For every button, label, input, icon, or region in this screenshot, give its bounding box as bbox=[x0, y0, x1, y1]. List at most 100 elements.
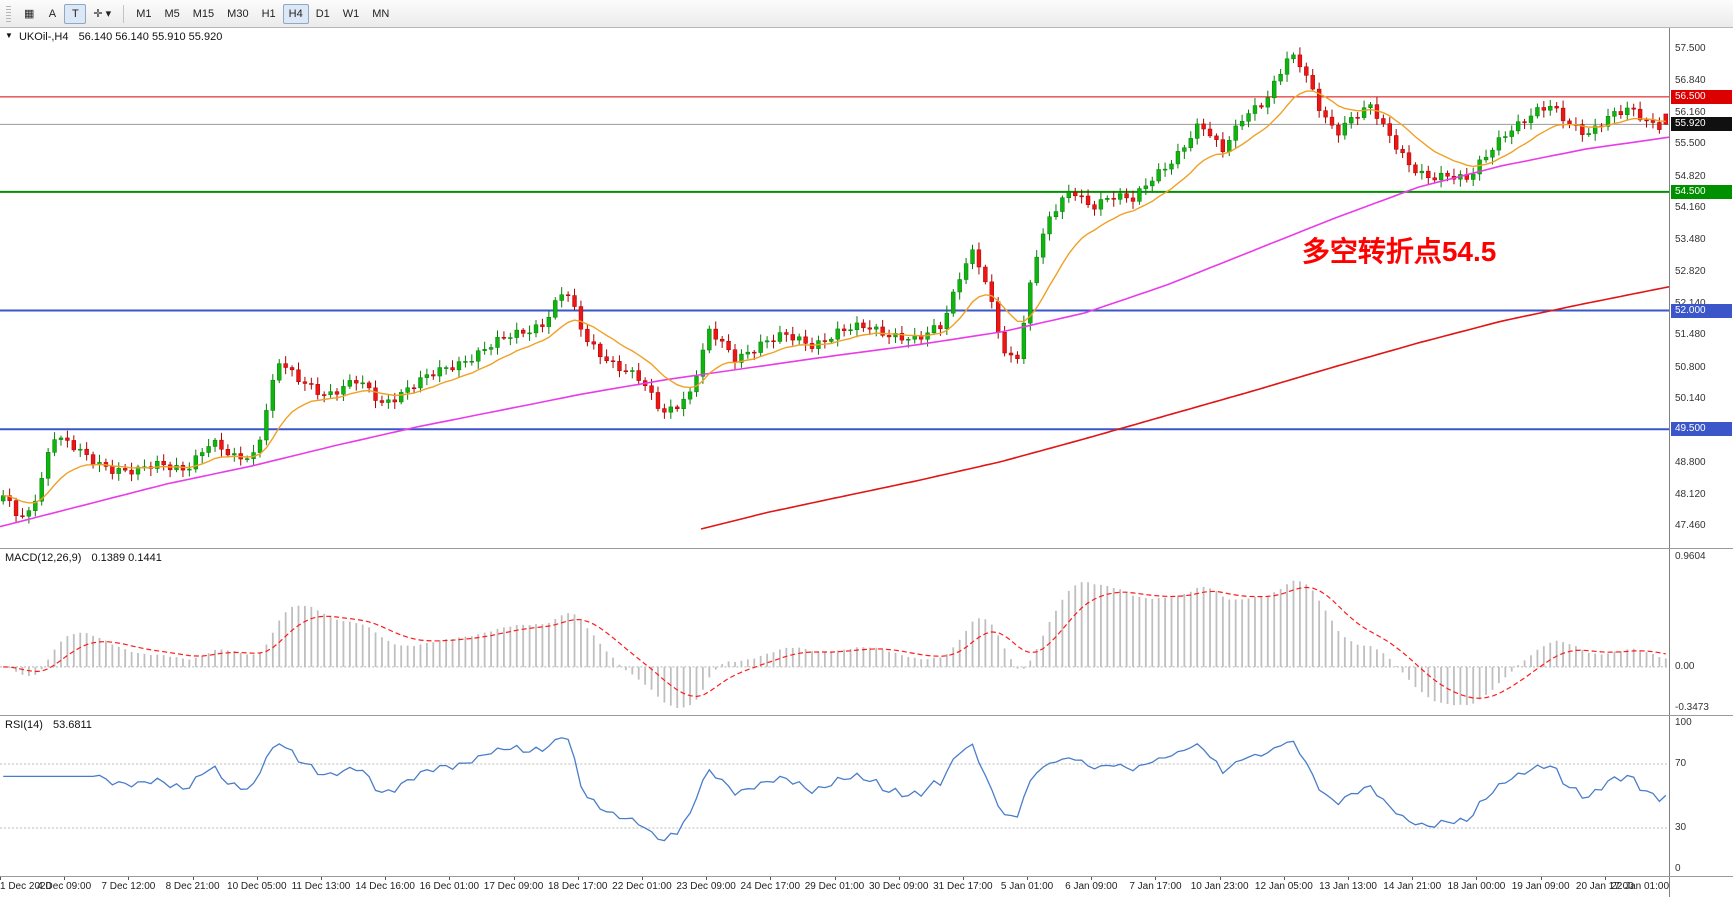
time-axis-tick bbox=[385, 877, 387, 880]
time-axis-tick bbox=[834, 877, 836, 880]
timeframe-m30-button[interactable]: M30 bbox=[227, 7, 249, 20]
time-axis-corner bbox=[1670, 877, 1733, 897]
toolbar-tools-group: ▦ A T ✛ ▾ bbox=[18, 3, 117, 24]
time-axis-label: 30 Dec 09:00 bbox=[868, 881, 929, 892]
rsi-canvas[interactable] bbox=[0, 716, 1669, 876]
candlestick-canvas[interactable] bbox=[0, 28, 1669, 548]
timeframe-w1-button[interactable]: W1 bbox=[342, 7, 360, 20]
rsi-panel[interactable]: RSI(14) 53.6811 bbox=[0, 716, 1670, 876]
macd-canvas[interactable] bbox=[0, 549, 1669, 715]
timeframe-h4-button[interactable]: H4 bbox=[282, 3, 309, 24]
time-axis-label: 24 Dec 17:00 bbox=[740, 881, 801, 892]
toolbar-grip-icon[interactable] bbox=[6, 5, 11, 22]
time-axis-label: 19 Jan 09:00 bbox=[1511, 881, 1570, 892]
level-price-badge: 49.500 bbox=[1671, 422, 1732, 437]
macd-axis-label: 0.9604 bbox=[1675, 551, 1706, 562]
time-axis-tick bbox=[0, 877, 1, 880]
price-axis-label: 47.460 bbox=[1675, 520, 1706, 532]
time-axis-label: 5 Jan 01:00 bbox=[1000, 881, 1054, 892]
time-axis-label: 8 Dec 21:00 bbox=[165, 881, 220, 892]
time-axis-label: 31 Dec 17:00 bbox=[933, 881, 993, 892]
timeframe-mn-button[interactable]: MN bbox=[372, 7, 390, 20]
time-axis-tick bbox=[641, 877, 643, 880]
time-axis-row: 1 Dec 2020 4 Dec 09:00 7 Dec 12:00 8 Dec 21… bbox=[0, 877, 1733, 897]
macd-axis-label: 0.00 bbox=[1675, 660, 1695, 672]
text-tool-button[interactable]: T bbox=[64, 3, 87, 24]
rsi-axis-label: 100 bbox=[1675, 717, 1692, 728]
timeframe-m5-button[interactable]: M5 bbox=[164, 7, 180, 20]
macd-values: 0.1389 0.1441 bbox=[91, 552, 162, 564]
rsi-axis-label: 70 bbox=[1675, 758, 1687, 769]
time-axis-tick bbox=[962, 877, 964, 880]
toolbar: ▦ A T ✛ ▾ M1 M5 M15 M30 H1 H4 D1 W1 MN bbox=[0, 0, 1733, 28]
time-axis-label: 12 Jan 05:00 bbox=[1254, 881, 1313, 892]
time-axis[interactable]: 1 Dec 2020 4 Dec 09:00 7 Dec 12:00 8 Dec 21… bbox=[0, 877, 1670, 897]
price-axis-label: 54.160 bbox=[1675, 201, 1706, 213]
timeframe-d1-button[interactable]: D1 bbox=[315, 7, 330, 20]
crosshair-button[interactable]: ✛ ▾ bbox=[93, 8, 112, 20]
price-axis-label: 52.820 bbox=[1675, 265, 1706, 277]
time-axis-tick bbox=[1155, 877, 1157, 880]
rsi-axis-label: 30 bbox=[1675, 822, 1687, 833]
chart-header: ▼ UKOil-,H4 56.140 56.140 55.910 55.920 bbox=[5, 31, 222, 43]
chart-window: ▼ UKOil-,H4 56.140 56.140 55.910 55.920 … bbox=[0, 28, 1733, 897]
time-axis-tick bbox=[64, 877, 66, 880]
time-axis-tick bbox=[1091, 877, 1093, 880]
macd-axis-label: -0.3473 bbox=[1675, 702, 1709, 713]
time-axis-tick bbox=[128, 877, 130, 880]
rsi-value: 53.6811 bbox=[52, 719, 92, 731]
main-chart-plot[interactable]: ▼ UKOil-,H4 56.140 56.140 55.910 55.920 … bbox=[0, 28, 1670, 548]
price-axis-label: 55.500 bbox=[1675, 138, 1706, 150]
price-axis-label: 51.480 bbox=[1675, 329, 1706, 341]
time-axis-tick bbox=[706, 877, 708, 880]
symbol-marker-icon: ▼ bbox=[5, 31, 13, 40]
timeframe-m15-button[interactable]: M15 bbox=[192, 7, 215, 20]
timeframe-h1-button[interactable]: H1 bbox=[261, 7, 276, 20]
level-price-badge: 56.500 bbox=[1671, 89, 1732, 104]
time-axis-label: 22 Jan 01:00 bbox=[1611, 881, 1669, 892]
time-axis-label: 6 Jan 09:00 bbox=[1065, 881, 1118, 892]
level-price-badge: 54.500 bbox=[1671, 184, 1732, 199]
toolbar-separator bbox=[123, 4, 125, 23]
time-axis-label: 23 Dec 09:00 bbox=[676, 881, 736, 892]
time-axis-tick bbox=[770, 877, 772, 880]
price-axis-label: 57.500 bbox=[1675, 43, 1706, 55]
timeframe-m1-button[interactable]: M1 bbox=[136, 7, 152, 20]
rsi-header: RSI(14) 53.6811 bbox=[5, 719, 92, 731]
main-chart-row: ▼ UKOil-,H4 56.140 56.140 55.910 55.920 … bbox=[0, 28, 1733, 549]
rsi-axis[interactable]: 100 70 30 0 bbox=[1670, 716, 1733, 876]
time-axis-tick bbox=[1604, 877, 1606, 880]
time-axis-label: 7 Jan 17:00 bbox=[1129, 881, 1182, 892]
timeframe-button-group: M1 M5 M15 M30 H1 H4 D1 W1 MN bbox=[130, 3, 395, 24]
price-axis-label: 56.840 bbox=[1675, 74, 1706, 86]
chart-grid-button[interactable]: ▦ bbox=[24, 8, 35, 20]
chart-symbol-label: UKOil-,H4 bbox=[18, 31, 69, 43]
time-axis-tick bbox=[1027, 877, 1029, 880]
price-axis-label: 52.140 bbox=[1675, 298, 1706, 310]
time-axis-label: 4 Dec 09:00 bbox=[37, 881, 92, 892]
time-axis-tick bbox=[577, 877, 579, 880]
time-axis-label: 13 Jan 13:00 bbox=[1319, 881, 1377, 892]
time-axis-tick bbox=[1348, 877, 1350, 880]
price-axis-label: 48.120 bbox=[1675, 488, 1706, 500]
rsi-axis-label: 0 bbox=[1675, 863, 1681, 874]
time-axis-tick bbox=[1219, 877, 1221, 880]
time-axis-label: 22 Dec 01:00 bbox=[612, 881, 672, 892]
price-axis[interactable]: 57.500 56.840 56.160 55.500 54.820 54.160 53.4… bbox=[1670, 28, 1733, 548]
macd-label: MACD(12,26,9) bbox=[5, 552, 82, 564]
time-axis-label: 14 Jan 21:00 bbox=[1383, 881, 1442, 892]
time-axis-tick bbox=[898, 877, 900, 880]
time-axis-tick bbox=[513, 877, 515, 880]
time-axis-tick bbox=[1283, 877, 1285, 880]
macd-axis[interactable]: 0.9604 0.00 -0.3473 bbox=[1670, 549, 1733, 715]
time-axis-label: 10 Dec 05:00 bbox=[227, 881, 287, 892]
macd-header: MACD(12,26,9) 0.1389 0.1441 bbox=[5, 552, 162, 564]
time-axis-label: 18 Dec 17:00 bbox=[547, 881, 608, 892]
macd-panel[interactable]: MACD(12,26,9) 0.1389 0.1441 bbox=[0, 549, 1670, 715]
time-axis-tick bbox=[1540, 877, 1542, 880]
time-axis-tick bbox=[256, 877, 258, 880]
price-axis-label: 56.160 bbox=[1675, 107, 1706, 118]
cursor-a-button[interactable]: A bbox=[48, 7, 57, 20]
price-axis-label: 54.820 bbox=[1675, 170, 1706, 182]
time-axis-label: 10 Jan 23:00 bbox=[1190, 881, 1249, 892]
